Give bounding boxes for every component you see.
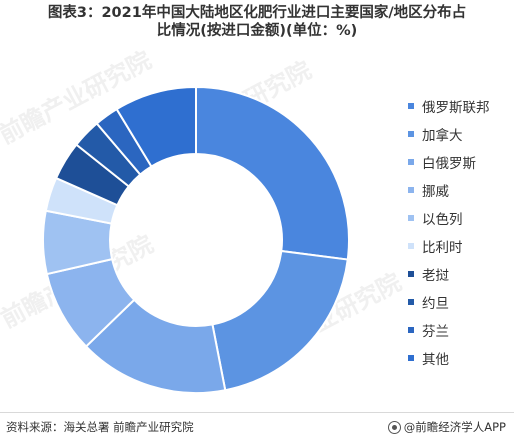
legend-label: 以色列	[422, 212, 463, 228]
chart-title: 图表3：2021年中国大陆地区化肥行业进口主要国家/地区分布占 比情况(按进口金…	[0, 4, 514, 40]
legend-swatch	[408, 187, 414, 193]
legend-label: 其他	[422, 352, 449, 368]
legend-label: 老挝	[422, 268, 449, 284]
legend-item-10: 其他	[408, 344, 512, 372]
legend-swatch	[408, 327, 414, 333]
source-text: 资料来源：海关总署 前瞻产业研究院	[6, 420, 194, 434]
legend-label: 约旦	[422, 296, 449, 312]
legend-swatch	[408, 159, 414, 165]
legend-item-9: 芬兰	[408, 316, 512, 344]
legend-swatch	[408, 103, 414, 109]
legend-swatch	[408, 271, 414, 277]
legend-item-7: 老挝	[408, 260, 512, 288]
legend-swatch	[408, 355, 414, 361]
legend-label: 芬兰	[422, 324, 449, 340]
chart-title-line-1: 图表3：2021年中国大陆地区化肥行业进口主要国家/地区分布占	[47, 5, 467, 21]
legend-item-1: 俄罗斯联邦	[408, 92, 512, 120]
brand-logo-icon	[387, 420, 401, 434]
legend-swatch	[408, 299, 414, 305]
legend-swatch	[408, 131, 414, 137]
legend-label: 比利时	[422, 240, 463, 256]
footer: 资料来源：海关总署 前瞻产业研究院 @前瞻经济学人APP	[0, 412, 514, 443]
legend-item-4: 挪威	[408, 176, 512, 204]
brand-label: @前瞻经济学人APP	[387, 419, 506, 435]
legend-item-3: 白俄罗斯	[408, 148, 512, 176]
brand-text: @前瞻经济学人APP	[403, 420, 506, 434]
chart-legend: 俄罗斯联邦加拿大白俄罗斯挪威以色列比利时老挝约旦芬兰其他	[408, 92, 512, 372]
legend-item-8: 约旦	[408, 288, 512, 316]
donut-slice-2	[211, 249, 349, 392]
donut-slice-10	[115, 85, 197, 168]
legend-label: 加拿大	[422, 128, 463, 144]
donut-slice-1	[195, 85, 350, 261]
legend-swatch	[408, 243, 414, 249]
legend-label: 挪威	[422, 184, 449, 200]
legend-item-5: 以色列	[408, 204, 512, 232]
legend-swatch	[408, 215, 414, 221]
legend-item-6: 比利时	[408, 232, 512, 260]
legend-label: 白俄罗斯	[422, 156, 476, 172]
chart-title-line-2: 比情况(按进口金额)(单位：%)	[156, 23, 358, 39]
legend-label: 俄罗斯联邦	[422, 100, 490, 116]
legend-item-2: 加拿大	[408, 120, 512, 148]
